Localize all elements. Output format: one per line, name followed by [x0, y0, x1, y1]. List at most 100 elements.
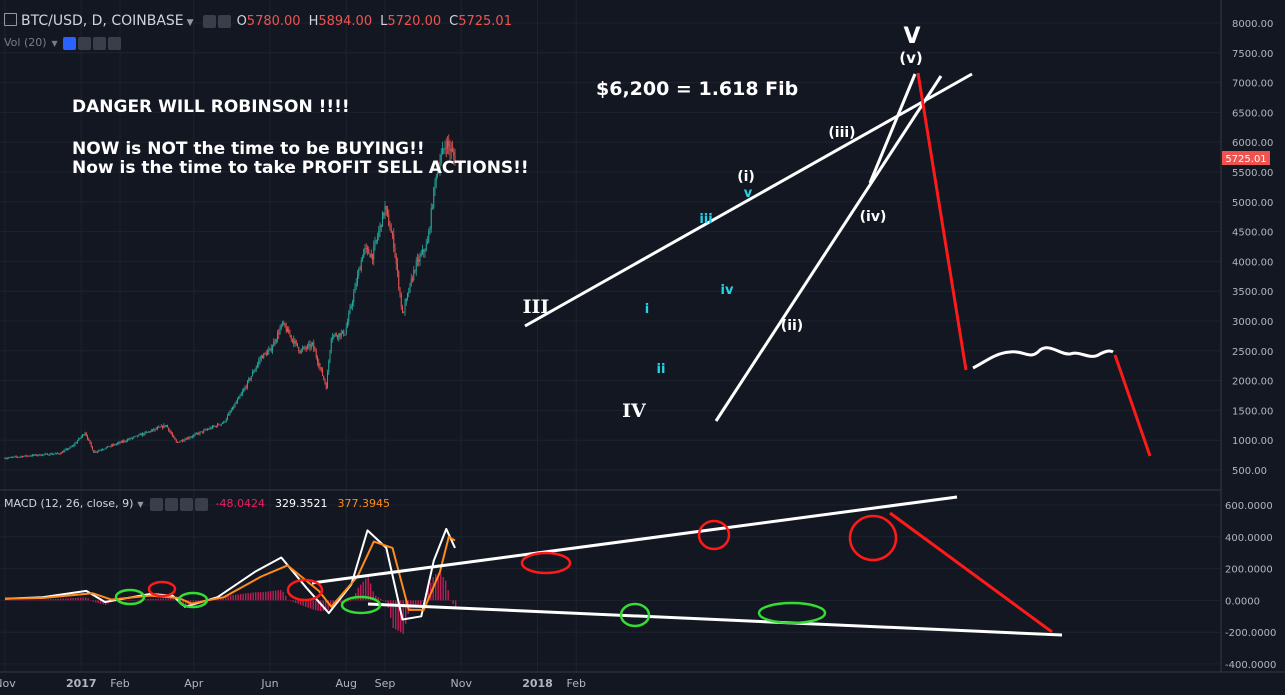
- candle-body: [410, 278, 412, 284]
- macd-tick-label: 600.0000: [1225, 501, 1273, 512]
- take-profit-text: Now is the time to take PROFIT SELL ACTI…: [72, 158, 529, 178]
- macd-histogram-bar: [52, 599, 54, 601]
- macd-label[interactable]: MACD (12, 26, close, 9): [4, 497, 134, 510]
- candle-body: [392, 232, 393, 235]
- candle-body: [314, 348, 316, 352]
- macd-visibility-icon[interactable]: [149, 497, 163, 511]
- macd-dropdown-icon[interactable]: ▼: [137, 500, 144, 509]
- candle-body: [453, 151, 455, 156]
- candle-body: [52, 454, 53, 455]
- macd-hist-value: -48.0424: [215, 497, 265, 510]
- candle-body: [128, 439, 130, 441]
- red-circle-5: [848, 514, 898, 562]
- price-axis[interactable]: 500.00 1000.00 1500.00 2000.00 2500.00 3000.0…: [1232, 19, 1273, 477]
- price-tick-label: 5000.00: [1232, 198, 1273, 209]
- settings-icon[interactable]: [202, 15, 216, 28]
- candle-body: [389, 225, 391, 231]
- candle-body: [354, 285, 356, 293]
- candle-body: [210, 427, 212, 429]
- candle-body: [349, 307, 351, 314]
- price-tick-label: 8000.00: [1232, 19, 1273, 30]
- green-circle-4: [619, 602, 651, 628]
- candle-body: [159, 427, 161, 428]
- candle-body: [213, 426, 215, 427]
- candle-body: [27, 455, 28, 457]
- candle-body: [284, 322, 286, 327]
- candle-body: [303, 347, 305, 349]
- candle-body: [23, 456, 25, 457]
- macd-histogram-bar: [297, 600, 299, 604]
- candle-body: [407, 293, 408, 299]
- candle-body: [68, 448, 70, 450]
- symbol-dropdown-icon[interactable]: ▼: [186, 18, 194, 28]
- macd-settings-icon[interactable]: [164, 497, 178, 511]
- candle-body: [107, 446, 108, 448]
- candle-body: [444, 147, 446, 150]
- candle-body: [54, 453, 56, 455]
- candle-body: [243, 389, 245, 392]
- macd-histogram-bar: [280, 589, 282, 601]
- candle-body: [323, 375, 325, 380]
- candle-body: [215, 425, 217, 427]
- macd-histogram-bar: [167, 598, 169, 601]
- macd-histogram-bar: [75, 597, 77, 601]
- close-label: C: [449, 14, 459, 29]
- projection-lines: [916, 72, 1152, 457]
- macd-axis[interactable]: -400.0000 -200.0000 0.0000 200.0000 400.0000…: [1225, 501, 1276, 671]
- candle-body: [33, 454, 35, 456]
- macd-histogram-bar: [195, 600, 197, 602]
- macd-histogram-bar: [130, 600, 132, 601]
- macd-histogram-bar: [447, 590, 449, 601]
- volume-label[interactable]: Vol (20): [4, 36, 47, 49]
- sub-wave-labels: i ii iii iv v: [645, 186, 753, 377]
- volume-add-icon[interactable]: [92, 36, 106, 50]
- wave-v-minor-label: (v): [899, 49, 923, 67]
- candle-body: [269, 348, 271, 350]
- candle-body: [102, 449, 103, 451]
- candle-body: [275, 339, 277, 343]
- volume-settings-icon[interactable]: [77, 36, 91, 50]
- candle-body: [184, 439, 186, 441]
- candle-body: [318, 362, 320, 367]
- macd-close-icon[interactable]: [194, 497, 208, 511]
- macd-projected-drop: [889, 511, 1053, 634]
- macd-histogram-bar: [157, 598, 159, 601]
- macd-histogram-bar: [237, 594, 239, 601]
- candle-body: [253, 371, 255, 373]
- candle-body: [353, 292, 355, 303]
- candle-body: [290, 335, 292, 340]
- macd-histogram-bar: [65, 598, 67, 601]
- macd-histogram-bar: [250, 592, 252, 601]
- hide-icon[interactable]: [217, 15, 231, 28]
- chart-type-icon[interactable]: [4, 13, 17, 26]
- macd-histogram-bar: [70, 598, 72, 601]
- symbol-title[interactable]: BTC/USD, D, COINBASE: [21, 13, 184, 29]
- volume-close-icon[interactable]: [107, 36, 121, 50]
- time-axis[interactable]: Nov 2017 Feb Apr Jun Aug Sep Nov 2018 Feb: [0, 677, 586, 690]
- candle-body: [287, 328, 288, 332]
- macd-histogram-bar: [370, 583, 372, 601]
- macd-histogram-bar: [382, 600, 384, 601]
- candle-body: [209, 427, 211, 430]
- candle-body: [439, 162, 441, 170]
- candle-body: [327, 372, 328, 389]
- volume-visibility-icon[interactable]: [62, 36, 76, 50]
- candle-body: [119, 442, 121, 444]
- macd-histogram-bar: [5, 600, 7, 601]
- macd-histogram-bar: [57, 598, 59, 601]
- volume-dropdown-icon[interactable]: ▼: [51, 39, 58, 48]
- macd-histogram-bar: [7, 600, 9, 601]
- candle-body: [343, 330, 345, 336]
- macd-histogram-bar: [232, 595, 234, 601]
- macd-histogram-bar: [327, 600, 329, 611]
- macd-histogram-bar: [350, 600, 352, 602]
- candle-body: [427, 241, 428, 245]
- candle-body: [375, 240, 377, 242]
- macd-tick-label: -200.0000: [1225, 628, 1276, 639]
- macd-add-icon[interactable]: [179, 497, 193, 511]
- macd-histogram-bar: [365, 578, 367, 601]
- candle-body: [274, 341, 276, 343]
- macd-histogram-bar: [265, 591, 267, 601]
- macd-histogram-bar: [172, 598, 174, 601]
